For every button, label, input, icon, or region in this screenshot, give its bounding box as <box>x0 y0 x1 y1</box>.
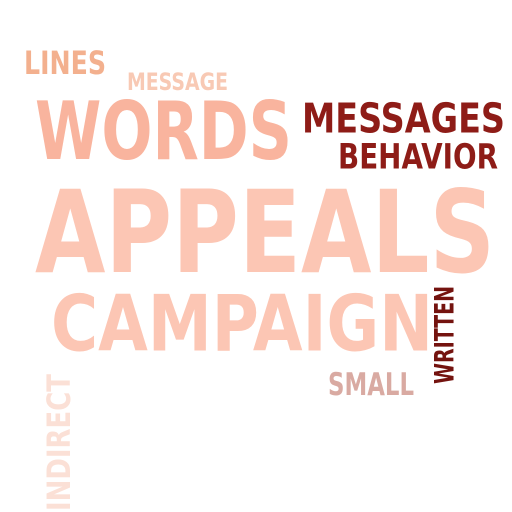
word-small: SMALL <box>328 366 414 403</box>
word-written: WRITTEN <box>428 286 461 384</box>
word-lines: LINES <box>24 44 107 82</box>
word-behavior: BEHAVIOR <box>338 135 498 177</box>
word-indirect: INDIRECT <box>40 374 78 511</box>
word-words: WORDS <box>35 84 292 179</box>
word-appeals: APPEALS <box>35 165 495 300</box>
word-message: MESSAGE <box>127 67 228 96</box>
word-messages: MESSAGES <box>302 94 505 143</box>
word-campaign: CAMPAIGN <box>51 277 433 370</box>
